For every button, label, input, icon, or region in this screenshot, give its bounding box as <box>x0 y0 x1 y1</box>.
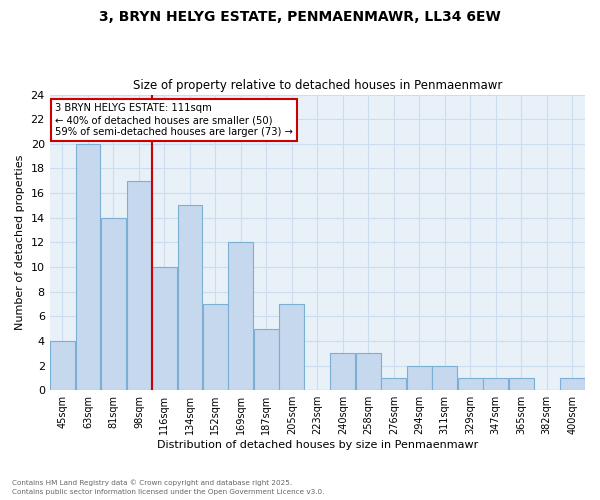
Bar <box>50 341 75 390</box>
Bar <box>229 242 253 390</box>
Bar <box>484 378 508 390</box>
Bar <box>509 378 533 390</box>
Title: Size of property relative to detached houses in Penmaenmawr: Size of property relative to detached ho… <box>133 79 502 92</box>
Bar <box>433 366 457 390</box>
Bar <box>560 378 584 390</box>
Bar <box>76 144 100 390</box>
Bar <box>254 328 279 390</box>
Text: 3, BRYN HELYG ESTATE, PENMAENMAWR, LL34 6EW: 3, BRYN HELYG ESTATE, PENMAENMAWR, LL34 … <box>99 10 501 24</box>
Bar <box>101 218 126 390</box>
Bar <box>331 354 355 390</box>
Text: Contains HM Land Registry data © Crown copyright and database right 2025.
Contai: Contains HM Land Registry data © Crown c… <box>12 480 325 495</box>
Bar <box>152 267 177 390</box>
Bar <box>203 304 228 390</box>
Bar <box>382 378 406 390</box>
Text: 3 BRYN HELYG ESTATE: 111sqm
← 40% of detached houses are smaller (50)
59% of sem: 3 BRYN HELYG ESTATE: 111sqm ← 40% of det… <box>55 104 293 136</box>
Bar <box>178 206 202 390</box>
Bar <box>280 304 304 390</box>
Bar <box>356 354 380 390</box>
Y-axis label: Number of detached properties: Number of detached properties <box>15 154 25 330</box>
Bar <box>127 181 151 390</box>
X-axis label: Distribution of detached houses by size in Penmaenmawr: Distribution of detached houses by size … <box>157 440 478 450</box>
Bar <box>458 378 482 390</box>
Bar <box>407 366 431 390</box>
